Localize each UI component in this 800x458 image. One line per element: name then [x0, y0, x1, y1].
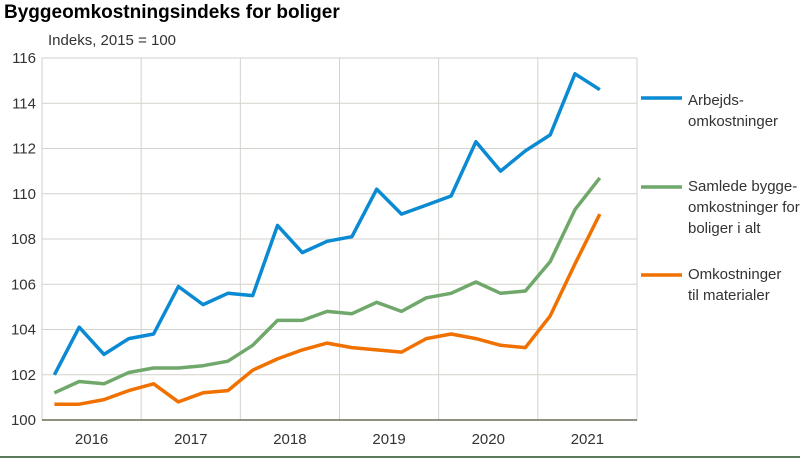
x-tick-label: 2016 [75, 431, 108, 448]
chart-title: Byggeomkostningsindeks for boliger [4, 2, 340, 23]
y-tick-label: 104 [11, 322, 36, 339]
y-tick-label: 112 [12, 141, 36, 158]
x-tick-label: 2020 [472, 431, 505, 448]
y-tick-label: 114 [12, 95, 36, 112]
x-tick-label: 2018 [273, 431, 306, 448]
legend-text: boliger i alt [688, 220, 761, 237]
bottom-rule [0, 456, 800, 458]
legend-text: omkostninger for [688, 199, 800, 216]
y-tick-label: 106 [11, 276, 36, 293]
legend-text: Omkostninger [688, 266, 782, 283]
legend-text: til materialer [688, 287, 770, 304]
x-tick-label: 2017 [174, 431, 207, 448]
x-tick-label: 2019 [372, 431, 405, 448]
legend-text: Arbejds- [688, 92, 744, 109]
series-line-1 [53, 176, 602, 395]
x-tick-label: 2021 [571, 431, 604, 448]
y-tick-label: 116 [12, 50, 36, 67]
y-tick-label: 100 [11, 412, 36, 429]
legend-text: omkostninger [688, 113, 779, 130]
legend-text: Samlede bygge- [688, 178, 798, 195]
legend-samlede: Samlede bygge- omkostninger for boliger … [688, 176, 800, 239]
legend-arbejds: Arbejds- omkostninger [688, 90, 778, 132]
y-axis-label: Indeks, 2015 = 100 [48, 32, 177, 49]
legend-materialer: Omkostninger til materialer [688, 264, 781, 306]
y-tick-label: 110 [12, 186, 36, 203]
y-tick-label: 108 [11, 231, 36, 248]
y-tick-label: 102 [11, 367, 36, 384]
